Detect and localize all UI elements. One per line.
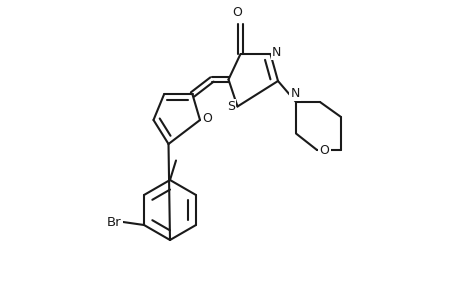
Text: N: N xyxy=(271,46,280,59)
Text: S: S xyxy=(226,100,235,113)
Text: O: O xyxy=(202,112,212,125)
Text: Br: Br xyxy=(106,215,121,229)
Text: N: N xyxy=(290,87,299,100)
Text: O: O xyxy=(319,143,329,157)
Text: O: O xyxy=(231,5,241,19)
